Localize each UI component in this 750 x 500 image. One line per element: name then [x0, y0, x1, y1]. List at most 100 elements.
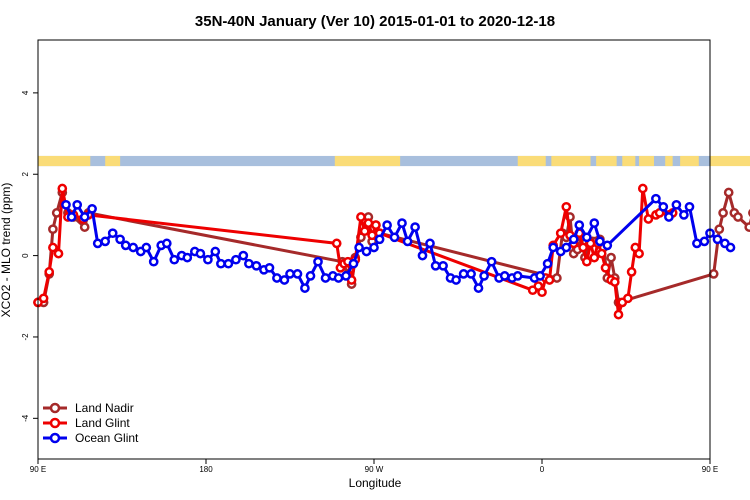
ocean-glint-point	[725, 242, 736, 253]
legend-marker	[49, 417, 61, 429]
ocean-glint-point	[486, 256, 497, 267]
land-glint-point	[561, 201, 572, 212]
ocean-glint-point	[479, 271, 489, 281]
ocean-glint-point	[595, 236, 605, 247]
land-nadir-point	[48, 224, 58, 235]
ocean-glint-point	[651, 193, 661, 204]
ocean-glint-point	[333, 273, 344, 283]
land-nadir-point	[552, 273, 562, 283]
land-glint-point	[609, 277, 620, 287]
land-nadir-point	[606, 252, 616, 263]
legend-label: Land Glint	[75, 416, 130, 430]
ocean-glint-point	[115, 234, 125, 245]
land-glint-point	[578, 242, 588, 253]
land-glint-point	[626, 267, 637, 277]
ocean-glint-point	[72, 199, 83, 210]
land-glint-point	[634, 248, 644, 259]
land-band-segment	[665, 155, 673, 167]
land-glint-point	[596, 248, 607, 259]
ocean-glint-point	[382, 220, 392, 230]
ocean-glint-point	[542, 258, 553, 269]
ocean-glint-point	[684, 201, 695, 212]
land-glint-point	[623, 293, 633, 304]
ocean-glint-point	[354, 242, 364, 253]
land-glint-point	[48, 242, 58, 253]
ocean-glint-point	[92, 238, 103, 249]
ocean-glint-point	[100, 236, 111, 247]
ocean-glint-point	[272, 273, 282, 283]
ocean-glint-point	[292, 269, 303, 279]
legend-marker	[49, 402, 61, 414]
land-glint-point	[356, 212, 366, 222]
land-nadir-point	[708, 269, 719, 279]
ocean-glint-point	[285, 269, 295, 279]
series-ocean-glint	[61, 193, 736, 293]
ocean-glint-point	[320, 273, 331, 283]
land-glint-point	[643, 214, 654, 224]
ocean-glint-point	[425, 238, 435, 249]
ocean-glint-point	[244, 258, 254, 269]
legend-item-ocean-glint: Ocean Glint	[43, 431, 139, 445]
ocean-glint-point	[712, 234, 723, 245]
chart-title: 35N-40N January (Ver 10) 2015-01-01 to 2…	[195, 13, 555, 30]
ocean-glint-point	[589, 218, 600, 228]
land-glint-point	[613, 309, 624, 320]
land-glint-point	[637, 183, 648, 194]
land-band-segment	[334, 155, 401, 167]
legend-marker	[49, 432, 61, 444]
ocean-glint-point	[182, 252, 193, 263]
land-glint-point	[537, 287, 547, 298]
land-nadir-point	[79, 222, 90, 232]
ocean-glint-point	[120, 240, 131, 251]
land-band-segment	[517, 155, 546, 167]
land-band-segment	[38, 155, 91, 167]
land-glint-point	[371, 220, 381, 230]
ocean-glint-point	[679, 210, 689, 220]
land-band-segment	[680, 155, 699, 167]
land-glint-point	[38, 293, 49, 304]
land-glint-point	[359, 226, 370, 237]
y-tick-label: 0	[21, 253, 30, 258]
land-nadir-point	[714, 224, 725, 235]
ocean-glint-point	[568, 234, 579, 245]
ocean-glint-point	[223, 258, 234, 269]
x-tick-label: 90 E	[30, 465, 46, 474]
ocean-glint-point	[397, 218, 407, 228]
y-axis-label: XCO2 - MLO trend (ppm)	[0, 183, 13, 318]
land-glint-point	[57, 183, 68, 194]
land-band-segment	[710, 155, 750, 167]
ocean-glint-point	[535, 271, 545, 281]
land-glint-point	[331, 238, 342, 249]
ocean-glint-point	[279, 275, 290, 285]
x-tick-label: 0	[540, 465, 545, 474]
land-band-segment	[596, 155, 617, 167]
ocean-glint-point	[664, 212, 674, 222]
land-band-segment	[639, 155, 654, 167]
ocean-glint-point	[369, 242, 379, 253]
land-band-segment	[551, 155, 591, 167]
ocean-glint-point	[548, 242, 559, 253]
y-tick-label: 4	[21, 90, 30, 95]
ocean-glint-point	[107, 228, 118, 239]
ocean-glint-point	[300, 283, 310, 293]
ocean-glint-point	[61, 199, 71, 210]
land-nadir-point	[718, 208, 728, 218]
land-glint-point	[363, 218, 374, 228]
ocean-glint-point	[169, 254, 180, 265]
ocean-glint-point	[410, 222, 420, 232]
ocean-glint-point	[692, 238, 702, 249]
ocean-glint-point	[238, 250, 249, 261]
land-glint-point	[44, 267, 55, 277]
land-nadir-point	[51, 208, 62, 218]
ocean-glint-point	[216, 258, 226, 269]
ocean-glint-point	[195, 248, 206, 259]
ocean-glint-point	[87, 203, 97, 214]
ocean-glint-point	[671, 199, 682, 210]
ocean-glint-point	[341, 271, 351, 281]
x-axis-label: Longitude	[349, 476, 402, 490]
ocean-glint-point	[305, 271, 316, 281]
legend-label: Ocean Glint	[75, 431, 139, 445]
ocean-glint-point	[79, 212, 90, 222]
